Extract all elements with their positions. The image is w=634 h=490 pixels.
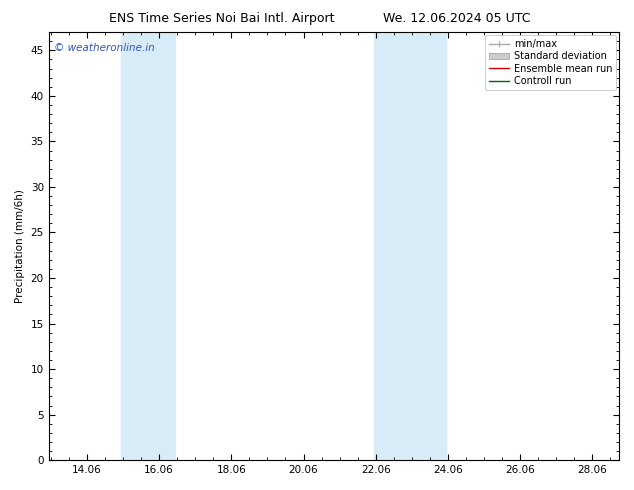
Text: ENS Time Series Noi Bai Intl. Airport: ENS Time Series Noi Bai Intl. Airport — [109, 12, 335, 25]
Bar — [373, 32, 446, 460]
Legend: min/max, Standard deviation, Ensemble mean run, Controll run: min/max, Standard deviation, Ensemble me… — [486, 35, 616, 90]
Bar — [121, 32, 175, 460]
Y-axis label: Precipitation (mm/6h): Precipitation (mm/6h) — [15, 189, 25, 303]
Text: We. 12.06.2024 05 UTC: We. 12.06.2024 05 UTC — [383, 12, 530, 25]
Text: © weatheronline.in: © weatheronline.in — [55, 43, 155, 53]
